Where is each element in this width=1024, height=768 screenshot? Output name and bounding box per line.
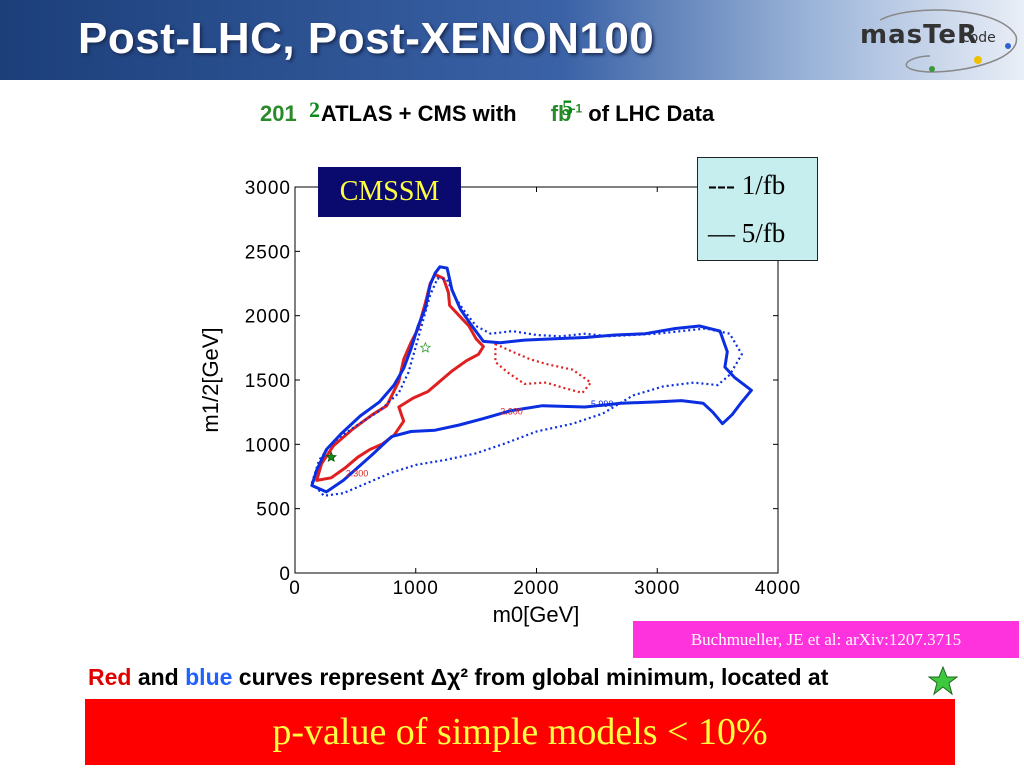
y-tick-label: 2000 <box>245 307 291 328</box>
contour-blue-dotted <box>310 277 743 497</box>
subtitle-year-overlay: 2 <box>309 97 320 122</box>
best-fit-5fb-marker <box>419 341 432 353</box>
contour-value-label: 2.300 <box>500 407 523 417</box>
x-tick-label: 1000 <box>393 578 439 599</box>
y-tick-label: 1500 <box>245 371 291 392</box>
y-axis-label: m1/2[GeV] <box>198 327 223 432</box>
y-tick-label: 1000 <box>245 435 291 456</box>
data-subtitle: 201 2 ATLAS + CMS with 5 fb-1 of LHC Data <box>260 95 715 127</box>
contour-chart: 0 500 1000 1500 2000 2500 3000 0 1000 2000 3000 40… <box>198 178 801 627</box>
caption-text: Red and blue curves represent Δχ² from g… <box>88 664 828 691</box>
y-tick-label: 3000 <box>245 178 291 199</box>
y-tick-label: 2500 <box>245 242 291 263</box>
x-axis-label: m0[GeV] <box>493 602 580 627</box>
chart-legend: --- 1/fb — 5/fb <box>697 157 818 261</box>
subtitle-year: 201 <box>260 101 297 126</box>
contour-value-label: 5.990 <box>591 399 614 409</box>
subtitle-unit: fb-1 <box>550 101 583 126</box>
logo-text: masTeR <box>860 20 979 50</box>
slide-header: Post-LHC, Post-XENON100 masTeR code <box>0 0 1024 80</box>
green-star-icon <box>928 666 958 696</box>
legend-1fb: --- 1/fb <box>708 170 786 200</box>
logo-graphic-icon <box>879 9 1018 73</box>
contour-value-label: 2.300 <box>346 469 369 479</box>
contour-blue-solid <box>310 265 753 494</box>
model-label: CMSSM <box>318 167 461 217</box>
y-tick-label: 500 <box>256 500 291 521</box>
caption-and: and <box>137 664 179 690</box>
best-fit-1fb-marker <box>325 451 337 463</box>
contour-red-dotted <box>494 342 592 394</box>
y-tick-label: 0 <box>279 564 291 585</box>
mastercode-logo: masTeR code <box>850 6 1020 78</box>
x-tick-label: 2000 <box>513 578 559 599</box>
slide-title: Post-LHC, Post-XENON100 <box>78 14 655 63</box>
x-tick-label: 4000 <box>755 578 801 599</box>
subtitle-fb-overlay: 5 <box>562 95 573 120</box>
logo-sub-text: code <box>962 30 996 46</box>
legend-5fb: — 5/fb <box>708 218 786 248</box>
citation-box: Buchmueller, JE et al: arXiv:1207.3715 <box>633 621 1019 658</box>
caption-rest: curves represent Δχ² from global minimum… <box>238 664 829 690</box>
subtitle-mid: ATLAS + CMS with <box>320 101 517 126</box>
subtitle-end: of LHC Data <box>588 101 715 126</box>
caption-blue: blue <box>185 664 233 690</box>
caption-red: Red <box>88 664 132 690</box>
x-tick-label: 3000 <box>634 578 680 599</box>
x-tick-label: 0 <box>289 578 301 599</box>
conclusion-banner: p-value of simple models < 10% <box>85 699 955 765</box>
